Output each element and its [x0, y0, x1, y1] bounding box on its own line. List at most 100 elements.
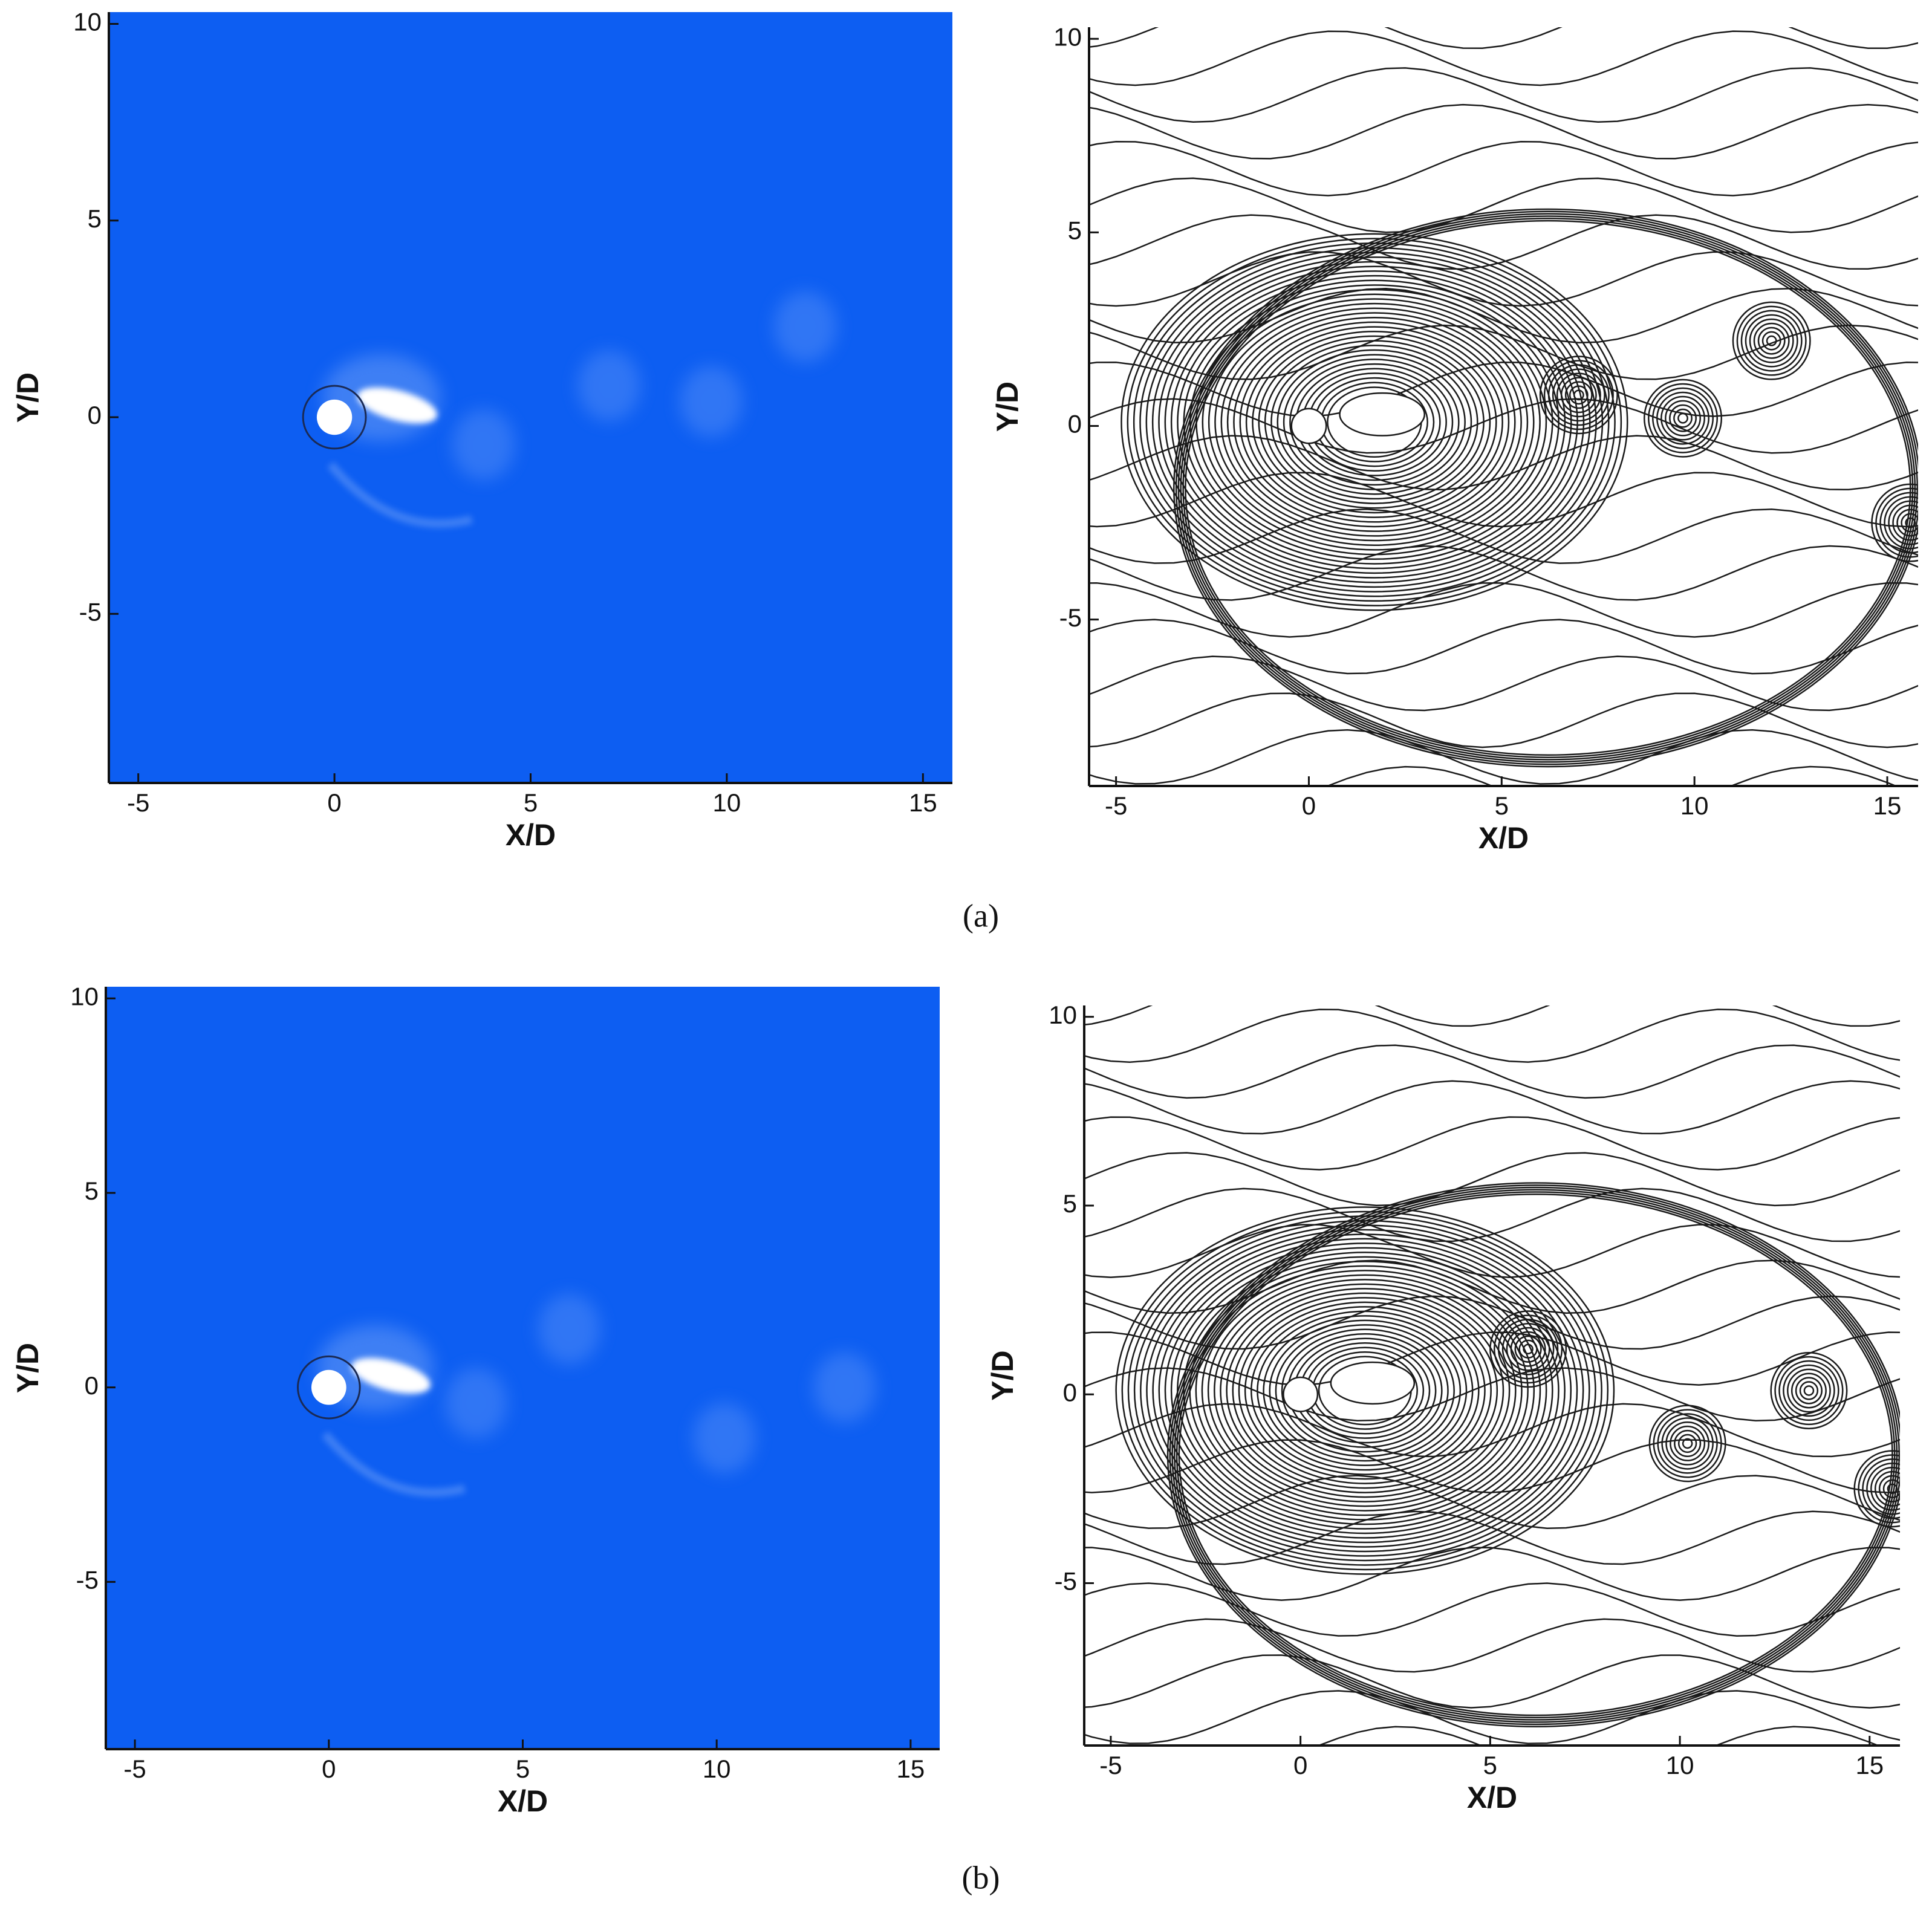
x-axis-label: X/D	[1467, 1781, 1517, 1814]
x-tick-label: 0	[1293, 1751, 1307, 1779]
vortex-contour	[1560, 377, 1597, 414]
contour-line	[1089, 692, 1918, 749]
wake-blob	[577, 350, 641, 421]
vortex-contour	[1670, 1425, 1706, 1461]
contour-line	[1084, 1152, 1900, 1207]
wake-core	[1330, 1361, 1416, 1405]
vortex-contour	[1660, 395, 1705, 441]
y-axis-label: Y/D	[11, 1343, 45, 1393]
contour-line	[1151, 256, 1597, 588]
contour-line	[1238, 1297, 1492, 1484]
y-tick-label: 5	[88, 204, 102, 233]
contour-line	[1275, 1324, 1455, 1457]
wake-blob	[680, 366, 743, 437]
contour-line	[1084, 1116, 1900, 1171]
y-tick-label: 5	[85, 1177, 99, 1205]
vortex-contour	[1661, 1417, 1714, 1470]
contour-line	[1084, 1582, 1900, 1637]
contour-line	[1089, 27, 1918, 50]
vortex-contour	[1740, 310, 1803, 372]
plot-panel: -5 0 5 10 15 -5 0 5 10 X/D Y/D	[11, 982, 940, 1818]
contour-line	[1263, 1315, 1468, 1466]
contour-line	[1233, 316, 1516, 528]
x-tick-label: 0	[322, 1755, 336, 1783]
contour-line	[1220, 1283, 1511, 1498]
vortex-contour	[1573, 389, 1584, 401]
vortex-contour	[1879, 492, 1918, 554]
y-tick-label: 0	[1063, 1378, 1077, 1406]
plot-panel: -5 0 5 10 15 -5 0 5 10 X/D Y/D	[986, 1001, 1900, 1814]
contour-line	[1089, 140, 1918, 196]
vortex-contour	[1543, 360, 1614, 430]
contour-line	[1152, 1233, 1578, 1548]
field	[106, 987, 940, 1749]
contour-line	[1158, 1238, 1572, 1544]
vortex-contour	[1887, 1483, 1898, 1495]
vortex-contour	[1858, 1454, 1900, 1524]
contour-line	[1283, 354, 1466, 490]
wake-blob	[813, 1352, 876, 1423]
shock-front	[1180, 215, 1916, 761]
contour-line	[1089, 619, 1918, 675]
vortex-contour	[1778, 1360, 1839, 1421]
vortex-contour	[1644, 378, 1723, 458]
cylinder-ring	[296, 1355, 361, 1420]
vortex-contour	[1803, 1385, 1815, 1396]
x-tick-label: 10	[1666, 1751, 1694, 1779]
vortex-contour	[1547, 364, 1610, 426]
contour-line	[1158, 261, 1591, 583]
vortex-contour	[1791, 1372, 1827, 1409]
vortex-contour	[1494, 1314, 1563, 1384]
vortex-contour	[1888, 500, 1918, 545]
contour-line	[1089, 177, 1918, 233]
wake-blob	[452, 409, 515, 481]
contour-line	[1089, 103, 1918, 160]
contour-line	[1170, 270, 1578, 574]
vortex-contour	[1862, 1458, 1900, 1519]
x-axis-label: X/D	[1478, 821, 1529, 855]
y-tick-label: 10	[70, 982, 99, 1010]
vortex-contour	[1732, 301, 1811, 380]
y-tick-label: 10	[1053, 22, 1082, 51]
vortex-contour	[1665, 1421, 1710, 1466]
y-tick-label: 0	[85, 1371, 99, 1400]
contour-line	[1084, 1080, 1900, 1135]
vortex-contour	[1556, 372, 1601, 418]
field	[109, 12, 952, 783]
vortex-contour	[1552, 368, 1605, 422]
vortex-contour	[1892, 504, 1918, 541]
contour-line	[1084, 1187, 1900, 1242]
vortex-contour	[1677, 1434, 1697, 1453]
vortex-contour	[1506, 1327, 1550, 1371]
field-background	[106, 987, 940, 1749]
contour-line	[1089, 214, 1918, 270]
cylinder	[316, 399, 353, 435]
cylinder	[1283, 1376, 1319, 1412]
y-tick-label: 10	[1049, 1001, 1077, 1029]
y-tick-label: -5	[79, 597, 102, 626]
x-tick-label: -5	[1105, 791, 1127, 820]
vortex-contour	[1564, 381, 1593, 409]
contour-line	[1244, 1301, 1486, 1480]
x-tick-label: 0	[327, 788, 341, 817]
shock-front	[1169, 1184, 1900, 1726]
contour-line	[1127, 238, 1622, 606]
vortex-contour	[1648, 1405, 1726, 1483]
contour-line	[1277, 349, 1472, 495]
x-axis-label: X/D	[498, 1784, 548, 1818]
x-tick-label: 15	[909, 788, 937, 817]
contour-line	[1201, 1270, 1529, 1512]
contour-line	[1214, 302, 1535, 542]
contour-line	[1214, 1279, 1517, 1502]
vortex-contour	[1905, 517, 1916, 528]
x-tick-label: 5	[516, 1755, 530, 1783]
vortex-contour	[1653, 1409, 1722, 1478]
contour-line	[1089, 30, 1918, 86]
vortex-contour	[1648, 383, 1719, 453]
x-tick-label: 5	[1483, 1751, 1497, 1779]
y-tick-label: 0	[88, 401, 102, 429]
field	[1089, 27, 1918, 786]
contour-line	[1245, 326, 1503, 518]
x-tick-label: -5	[1099, 1751, 1122, 1779]
shock-front	[1177, 213, 1918, 763]
